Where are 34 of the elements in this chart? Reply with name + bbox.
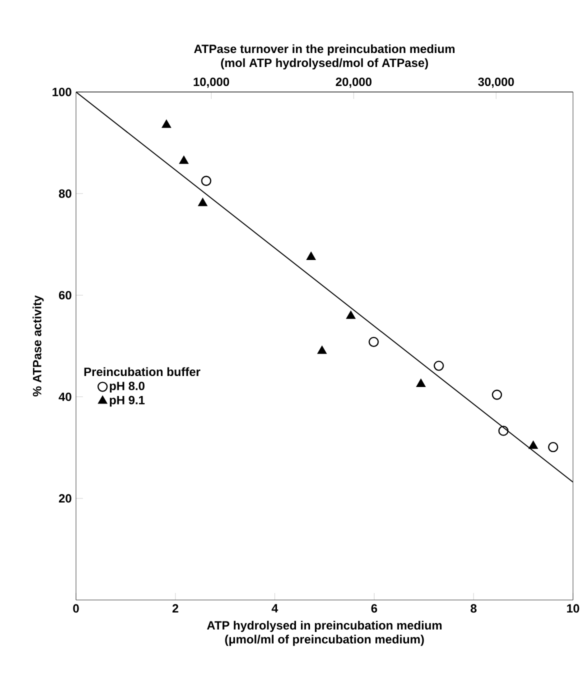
legend-label: pH 8.0	[110, 382, 144, 393]
legend-label: pH 9.1	[110, 396, 145, 407]
point	[416, 378, 426, 387]
x2-tick-label: 20,000	[336, 78, 372, 88]
point	[492, 390, 502, 400]
point	[201, 176, 212, 186]
point	[306, 252, 316, 260]
x-tick-label: 2	[172, 604, 178, 613]
y-tick-label: 40	[58, 392, 72, 402]
x-tick-label: 0	[73, 604, 79, 613]
point	[179, 156, 188, 164]
x2-axis-title: ATPase turnover in the preincubation medium (mol ATP hydrolysed/mol of ATPase)	[194, 44, 455, 70]
x2-tick-label: 30,000	[478, 78, 514, 88]
point	[368, 336, 379, 348]
y-tick-label: 20	[58, 494, 72, 503]
x-axis-title: ATP hydrolysed in preincubation medium (μmol/ml of preincubation medium)	[207, 620, 442, 646]
point	[434, 360, 444, 371]
point	[498, 426, 509, 436]
y-tick-label: 100	[52, 88, 72, 96]
point	[198, 198, 208, 206]
x-tick-label: 6	[371, 604, 378, 613]
point	[346, 310, 356, 319]
point	[548, 442, 558, 452]
y-tick-label: 60	[58, 290, 72, 300]
point	[318, 346, 327, 354]
x-tick-label: 8	[470, 604, 477, 613]
y-tick-label: 80	[58, 189, 72, 198]
point	[528, 440, 538, 449]
x2-tick-label: 10,000	[194, 78, 230, 88]
point	[162, 120, 171, 128]
x-tick-label: 10	[567, 604, 580, 613]
legend-title: Preincubation buffer	[84, 367, 200, 376]
y-axis-title: % ATPase activity	[32, 295, 44, 396]
x-tick-label: 4	[272, 604, 278, 612]
